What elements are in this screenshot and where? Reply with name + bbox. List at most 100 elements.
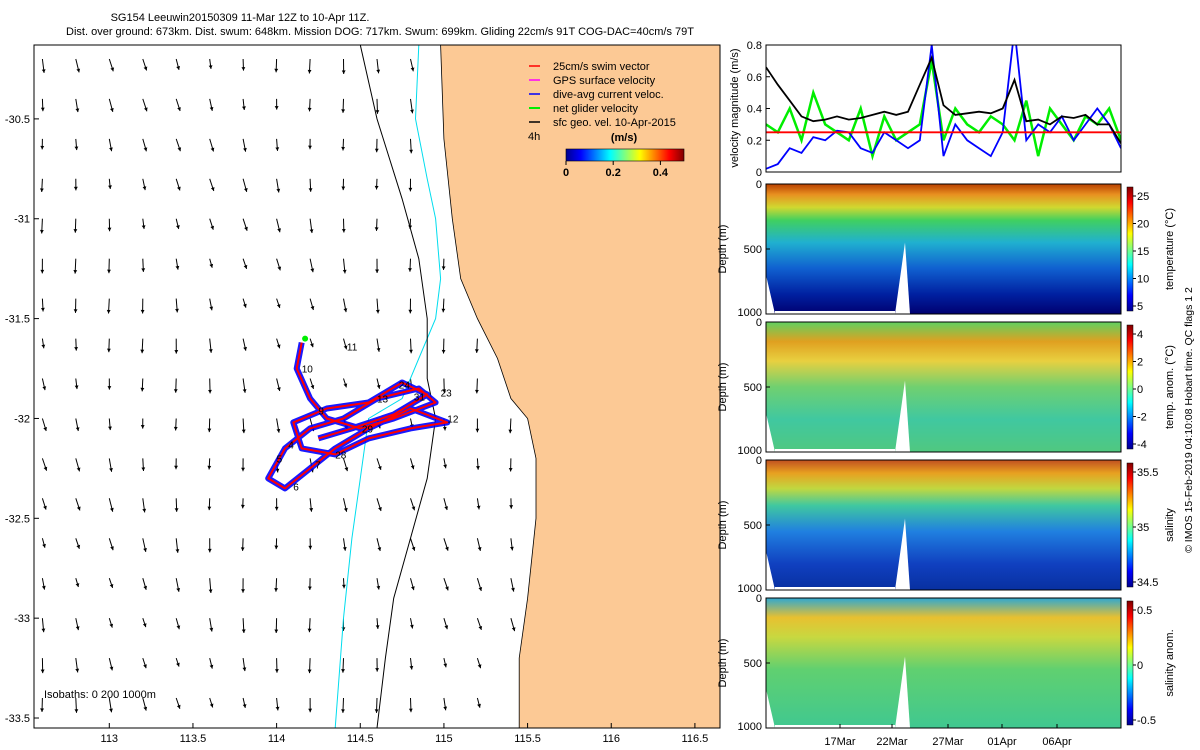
velocity-arrow-head (143, 548, 147, 552)
velocity-arrow-head (341, 186, 346, 191)
velocity-arrow-head (76, 544, 81, 549)
velocity-arrow-head (110, 507, 114, 512)
section-nodata (766, 413, 775, 452)
velocity-arrow-head (74, 709, 79, 713)
velocity-arrow-head (309, 229, 314, 233)
velocity-arrow-head (441, 308, 446, 313)
velocity-arrow-head (243, 264, 248, 269)
velocity-arrow-head (375, 110, 380, 114)
section-panel: 0 500 1000 Depth (m) -4 -2 0 2 4 temp. anom. (°C) (717, 317, 1176, 457)
velocity-arrow-head (444, 506, 448, 510)
velocity-arrow-head (341, 109, 346, 113)
velocity-arrow-head (243, 303, 247, 308)
velocity-arrow-head (376, 348, 381, 352)
velocity-arrow-head (378, 466, 382, 470)
velocity-arrow-head (410, 465, 415, 470)
velocity-arrow-head (43, 505, 47, 510)
velocity-arrow-head (374, 185, 379, 190)
velocity-arrow-head (143, 664, 147, 669)
velocity-arrow-head (411, 506, 416, 511)
velocity-arrow-head (174, 508, 179, 512)
section-panel: 0 500 1000 Depth (m) -0.5 0 0.5 salinity anom. (717, 593, 1176, 733)
section-colorbar-tick-label: 0.5 (1137, 605, 1152, 617)
velocity-arrow-head (242, 704, 247, 708)
section-ylabel: Depth (m) (717, 225, 729, 274)
velocity-arrow-head (445, 546, 449, 551)
velocity-arrow-head (408, 708, 413, 713)
velocity-arrow-head (173, 389, 178, 393)
track-day-labels: 11 10 24 13 31 23 9 12 29 4 28 5 7 6 (277, 343, 459, 494)
velocity-arrow-head (374, 227, 379, 231)
velocity-arrow-head (106, 309, 111, 314)
velocity-y-tick-label: 0 (756, 167, 762, 179)
velocity-arrow-head (43, 466, 48, 471)
velocity-arrow-head (475, 389, 479, 394)
section-nodata (895, 518, 910, 590)
velocity-arrow-head (274, 629, 279, 633)
velocity-arrow-head (175, 308, 179, 313)
velocity-arrow-head (41, 307, 45, 312)
velocity-arrow-head (443, 706, 448, 711)
velocity-arrow-head (375, 668, 379, 672)
section-heatmap (766, 322, 1121, 452)
legend-colorbar-title: (m/s) (611, 132, 638, 144)
velocity-arrow-head (344, 467, 349, 472)
velocity-arrow-head (143, 66, 148, 71)
velocity-arrow-head (176, 662, 180, 667)
velocity-arrow-head (308, 188, 313, 192)
velocity-arrow-head (207, 506, 212, 511)
section-nodata (895, 656, 910, 728)
velocity-arrow-head (140, 387, 145, 392)
legend-arrow-scale: 4h (528, 131, 540, 143)
velocity-arrow-head (274, 588, 278, 592)
velocity-arrow-head (143, 706, 148, 711)
velocity-arrow-head (73, 229, 78, 233)
velocity-arrow-head (442, 389, 447, 393)
section-x-tick-label: 17Mar (824, 736, 856, 748)
section-colorbar (1126, 600, 1134, 726)
velocity-arrow-head (308, 586, 312, 590)
velocity-arrow-head (75, 583, 80, 587)
section-nodata (895, 242, 910, 314)
figure-subtitle: Dist. over ground: 673km. Dist. swum: 64… (66, 26, 694, 38)
legend-gps-velocity: GPS surface velocity (529, 75, 656, 87)
velocity-arrow-head (378, 507, 382, 511)
velocity-arrow-head (374, 709, 379, 713)
track-day-label: 4 (288, 440, 294, 451)
section-nodata (895, 380, 910, 452)
velocity-arrow-head (73, 309, 78, 313)
section-colorbar-tick-label: 20 (1137, 219, 1149, 231)
section-colorbar-label: salinity anom. (1164, 629, 1176, 696)
velocity-arrow-head (75, 108, 80, 113)
velocity-arrow-head (40, 145, 45, 150)
velocity-arrow-head (309, 508, 314, 512)
section-colorbar-label: temp. anom. (°C) (1164, 345, 1176, 429)
velocity-arrow-head (375, 625, 380, 629)
section-colorbar-label: salinity (1164, 508, 1176, 542)
velocity-arrow-head (141, 268, 146, 272)
velocity-ylabel: velocity magnitude (m/s) (729, 48, 741, 167)
velocity-y-tick-label: 0.8 (747, 40, 762, 52)
velocity-arrow-head (410, 109, 414, 114)
velocity-arrow-head (408, 187, 413, 192)
velocity-arrow-head (41, 585, 46, 590)
velocity-arrow-head (308, 545, 313, 550)
map-y-tick-label: -32.5 (5, 513, 30, 525)
velocity-arrow-head (142, 186, 147, 191)
track-day-label: 24 (399, 381, 411, 392)
velocity-arrow-head (509, 505, 514, 509)
section-y-tick-label: 500 (744, 658, 762, 670)
velocity-arrow-head (40, 708, 44, 712)
velocity-arrow-head (176, 625, 181, 630)
section-x-tick-label: 22Mar (876, 736, 908, 748)
velocity-series-line (766, 54, 1121, 144)
velocity-arrow-head (175, 265, 180, 270)
velocity-arrow-head (107, 348, 111, 353)
velocity-arrow-head (173, 426, 178, 431)
section-x-tick-label: 06Apr (1042, 736, 1072, 748)
velocity-arrow-head (376, 585, 381, 590)
velocity-arrow-head (508, 468, 513, 472)
velocity-arrow-head (443, 464, 447, 469)
track-day-label: 10 (302, 365, 314, 376)
